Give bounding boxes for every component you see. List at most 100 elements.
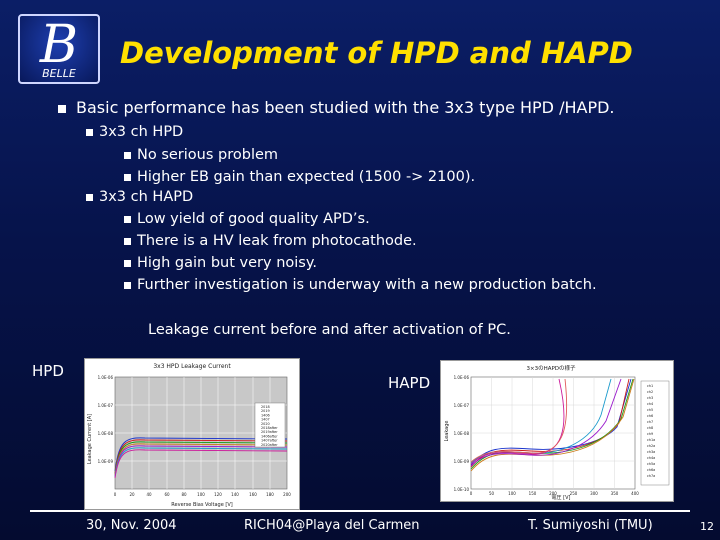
hpd-xtick: 20 [129,492,135,497]
hapd-leakage-plot: 3×3のHAPDの様子 Leakage 電圧 [V] 1.0E-06 1.0E-… [440,360,674,502]
hpd-plot-title: 3x3 HPD Leakage Current [153,363,231,370]
hpd-xtick: 100 [197,492,205,497]
belle-logo: B BELLE [18,14,100,84]
hapd-heading-text: 3x3 ch HAPD [99,189,194,205]
hpd-legend-entry: 2019 [261,409,270,413]
hpd-legend-entry: 2020after [261,443,278,447]
hpd-curve [114,449,288,479]
bullet-square-icon [86,128,93,136]
figure-caption: Leakage current before and after activat… [148,322,511,338]
hapd-legend-entry: ch7 [647,420,653,424]
hapd-yticks: 1.0E-06 1.0E-07 1.0E-08 1.0E-09 1.0E-10 [454,375,470,492]
hapd-curve [470,378,622,467]
hapd-legend-entry: ch4 [647,402,653,406]
bullet-main: Basic performance has been studied with … [58,98,615,117]
hpd-xticks: 0 20 40 60 80 100 120 140 160 180 200 [114,492,292,497]
hapd-legend-entry: ch6 [647,414,653,418]
bullet-square-icon [124,173,131,181]
hpd-legend-entry: 1407 [261,418,270,422]
hapd-xtick: 50 [489,491,495,496]
bullet-square-icon [124,215,131,223]
hapd-xtick: 300 [590,491,598,496]
hpd-legend-entries: 2018 2019 1406 1407 2020 2018after 2019a… [261,405,278,447]
hpd-plot-svg: 3x3 HPD Leakage Current Leakage Current … [87,363,292,508]
hpd-legend-entry: 1407after [261,439,278,443]
hapd-ytick: 1.0E-09 [454,459,470,464]
hapd-plot-title: 3×3のHAPDの様子 [526,364,576,372]
hapd-xtick: 250 [570,491,578,496]
hapd-item-2: There is a HV leak from photocathode. [124,233,417,249]
hapd-legend-entry: ch9 [647,432,653,436]
hpd-plot-xlabel: Reverse Bias Voltage [V] [171,502,232,508]
hapd-ytick: 1.0E-08 [454,431,470,436]
hapd-item-1: Low yield of good quality APD’s. [124,211,370,227]
hapd-plot-xlabel: 電圧 [V] [552,495,571,501]
hpd-heading: 3x3 ch HPD [86,124,183,140]
hpd-ytick: 1.0E-09 [98,459,114,464]
hapd-label: HAPD [388,374,431,392]
hapd-curve [470,378,568,463]
hapd-curve [470,378,565,465]
bullet-square-icon [86,193,93,201]
bullet-square-icon [124,237,131,245]
hpd-label: HPD [32,362,64,380]
hpd-heading-text: 3x3 ch HPD [99,124,184,140]
hapd-xticks: 0 50 100 150 200 250 300 350 400 [470,491,640,496]
hapd-item-3: High gain but very noisy. [124,255,317,271]
hpd-ytick: 1.0E-07 [98,403,114,408]
hapd-legend [640,380,670,486]
hapd-plot-ylabel: Leakage [444,421,450,442]
hpd-item-2: Higher EB gain than expected (1500 -> 21… [124,169,475,185]
logo-text: BELLE [42,67,76,80]
hpd-xtick: 0 [114,492,117,497]
slide-title: Development of HPD and HAPD [120,36,633,70]
hapd-legend-entry: ch3 [647,396,653,400]
hpd-yticks: 1.0E-06 1.0E-07 1.0E-08 1.0E-09 [98,375,114,464]
hpd-legend-entry: 2019after [261,430,278,434]
hapd-xtick: 200 [549,491,557,496]
hpd-legend-entry: 2018after [261,426,278,430]
hpd-xtick: 180 [266,492,274,497]
hapd-legend-entry: ch7a [647,474,655,478]
hapd-item-4: Further investigation is underway with a… [124,277,597,293]
hapd-legend-entry: ch6a [647,468,655,472]
hapd-legend-entry: ch2 [647,390,653,394]
bullet-square-icon [124,259,131,267]
hpd-legend-entry: 2018 [261,405,270,409]
hpd-legend-entry: 1406 [261,413,270,417]
hapd-xtick: 350 [611,491,619,496]
footer-author: T. Sumiyoshi (TMU) [528,518,653,533]
hapd-legend-entry: ch4a [647,456,655,460]
hapd-legend-entry: ch1 [647,384,653,388]
hpd-curves [114,437,288,479]
hpd-xtick: 80 [181,492,187,497]
page-number: 12 [700,520,714,533]
footer-divider [30,510,690,512]
footer-date: 30, Nov. 2004 [86,518,177,533]
hapd-legend-entries: ch1 ch2 ch3 ch4 ch5 ch6 ch7 ch8 ch9 ch1a… [647,384,655,478]
hapd-ytick: 1.0E-06 [454,375,470,380]
hpd-ytick: 1.0E-08 [98,431,114,436]
hapd-item-text: Further investigation is underway with a… [137,277,597,293]
hapd-item-text: There is a HV leak from photocathode. [137,233,417,249]
hapd-ytick: 1.0E-10 [454,487,470,492]
hpd-item-text: No serious problem [137,147,279,163]
hapd-legend-entry: ch5a [647,462,655,466]
hapd-xtick: 0 [470,491,473,496]
hapd-xtick: 150 [529,491,537,496]
footer-conference: RICH04@Playa del Carmen [244,518,420,533]
hpd-xtick: 200 [283,492,291,497]
hpd-xtick: 60 [164,492,170,497]
hapd-legend-entry: ch5 [647,408,653,412]
hapd-heading: 3x3 ch HAPD [86,189,193,205]
hpd-legend-entry: 1406after [261,434,278,438]
hapd-xtick: 400 [631,491,639,496]
hpd-leakage-plot: 3x3 HPD Leakage Current Leakage Current … [84,358,300,510]
hapd-legend-entry: ch2a [647,444,655,448]
hapd-item-text: High gain but very noisy. [137,255,317,271]
hapd-legend-entry: ch8 [647,426,653,430]
hpd-plot-ylabel: Leakage Current [A] [87,414,93,464]
hapd-curves [470,378,635,472]
hpd-ytick: 1.0E-06 [98,375,114,380]
